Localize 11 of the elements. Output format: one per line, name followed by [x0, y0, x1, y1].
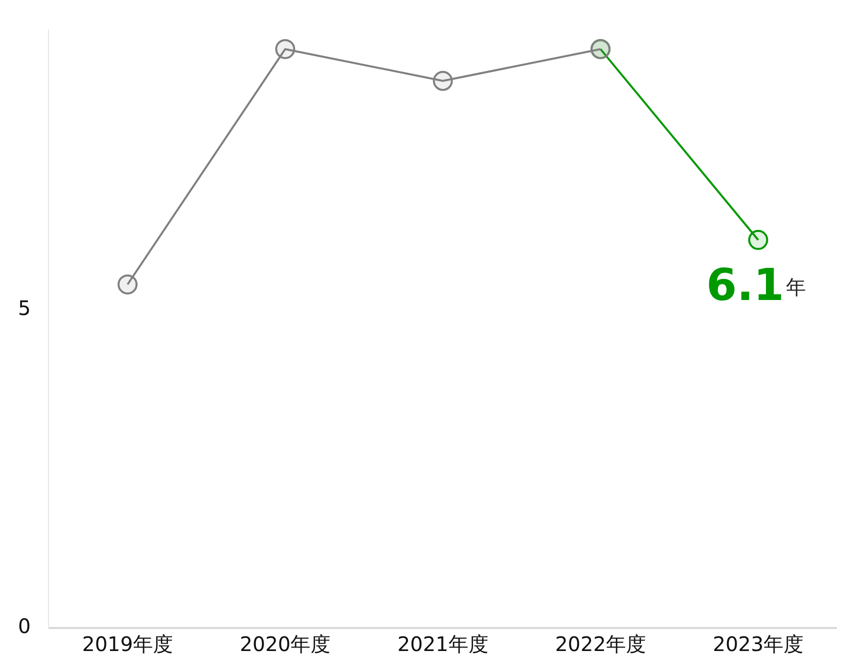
x-tick-label: 2020年度	[240, 632, 331, 656]
y-tick-label: 5	[18, 296, 31, 320]
point	[275, 39, 296, 60]
x-tick-label: 2019年度	[82, 632, 174, 656]
point	[432, 70, 453, 91]
y-tick-label: 0	[18, 614, 31, 638]
point	[748, 230, 768, 250]
x-tick-label: 2021年度	[397, 632, 488, 656]
x-tick-label: 2023年度	[712, 632, 804, 656]
x-tick-label: 2022年度	[555, 632, 646, 656]
point	[118, 274, 138, 294]
